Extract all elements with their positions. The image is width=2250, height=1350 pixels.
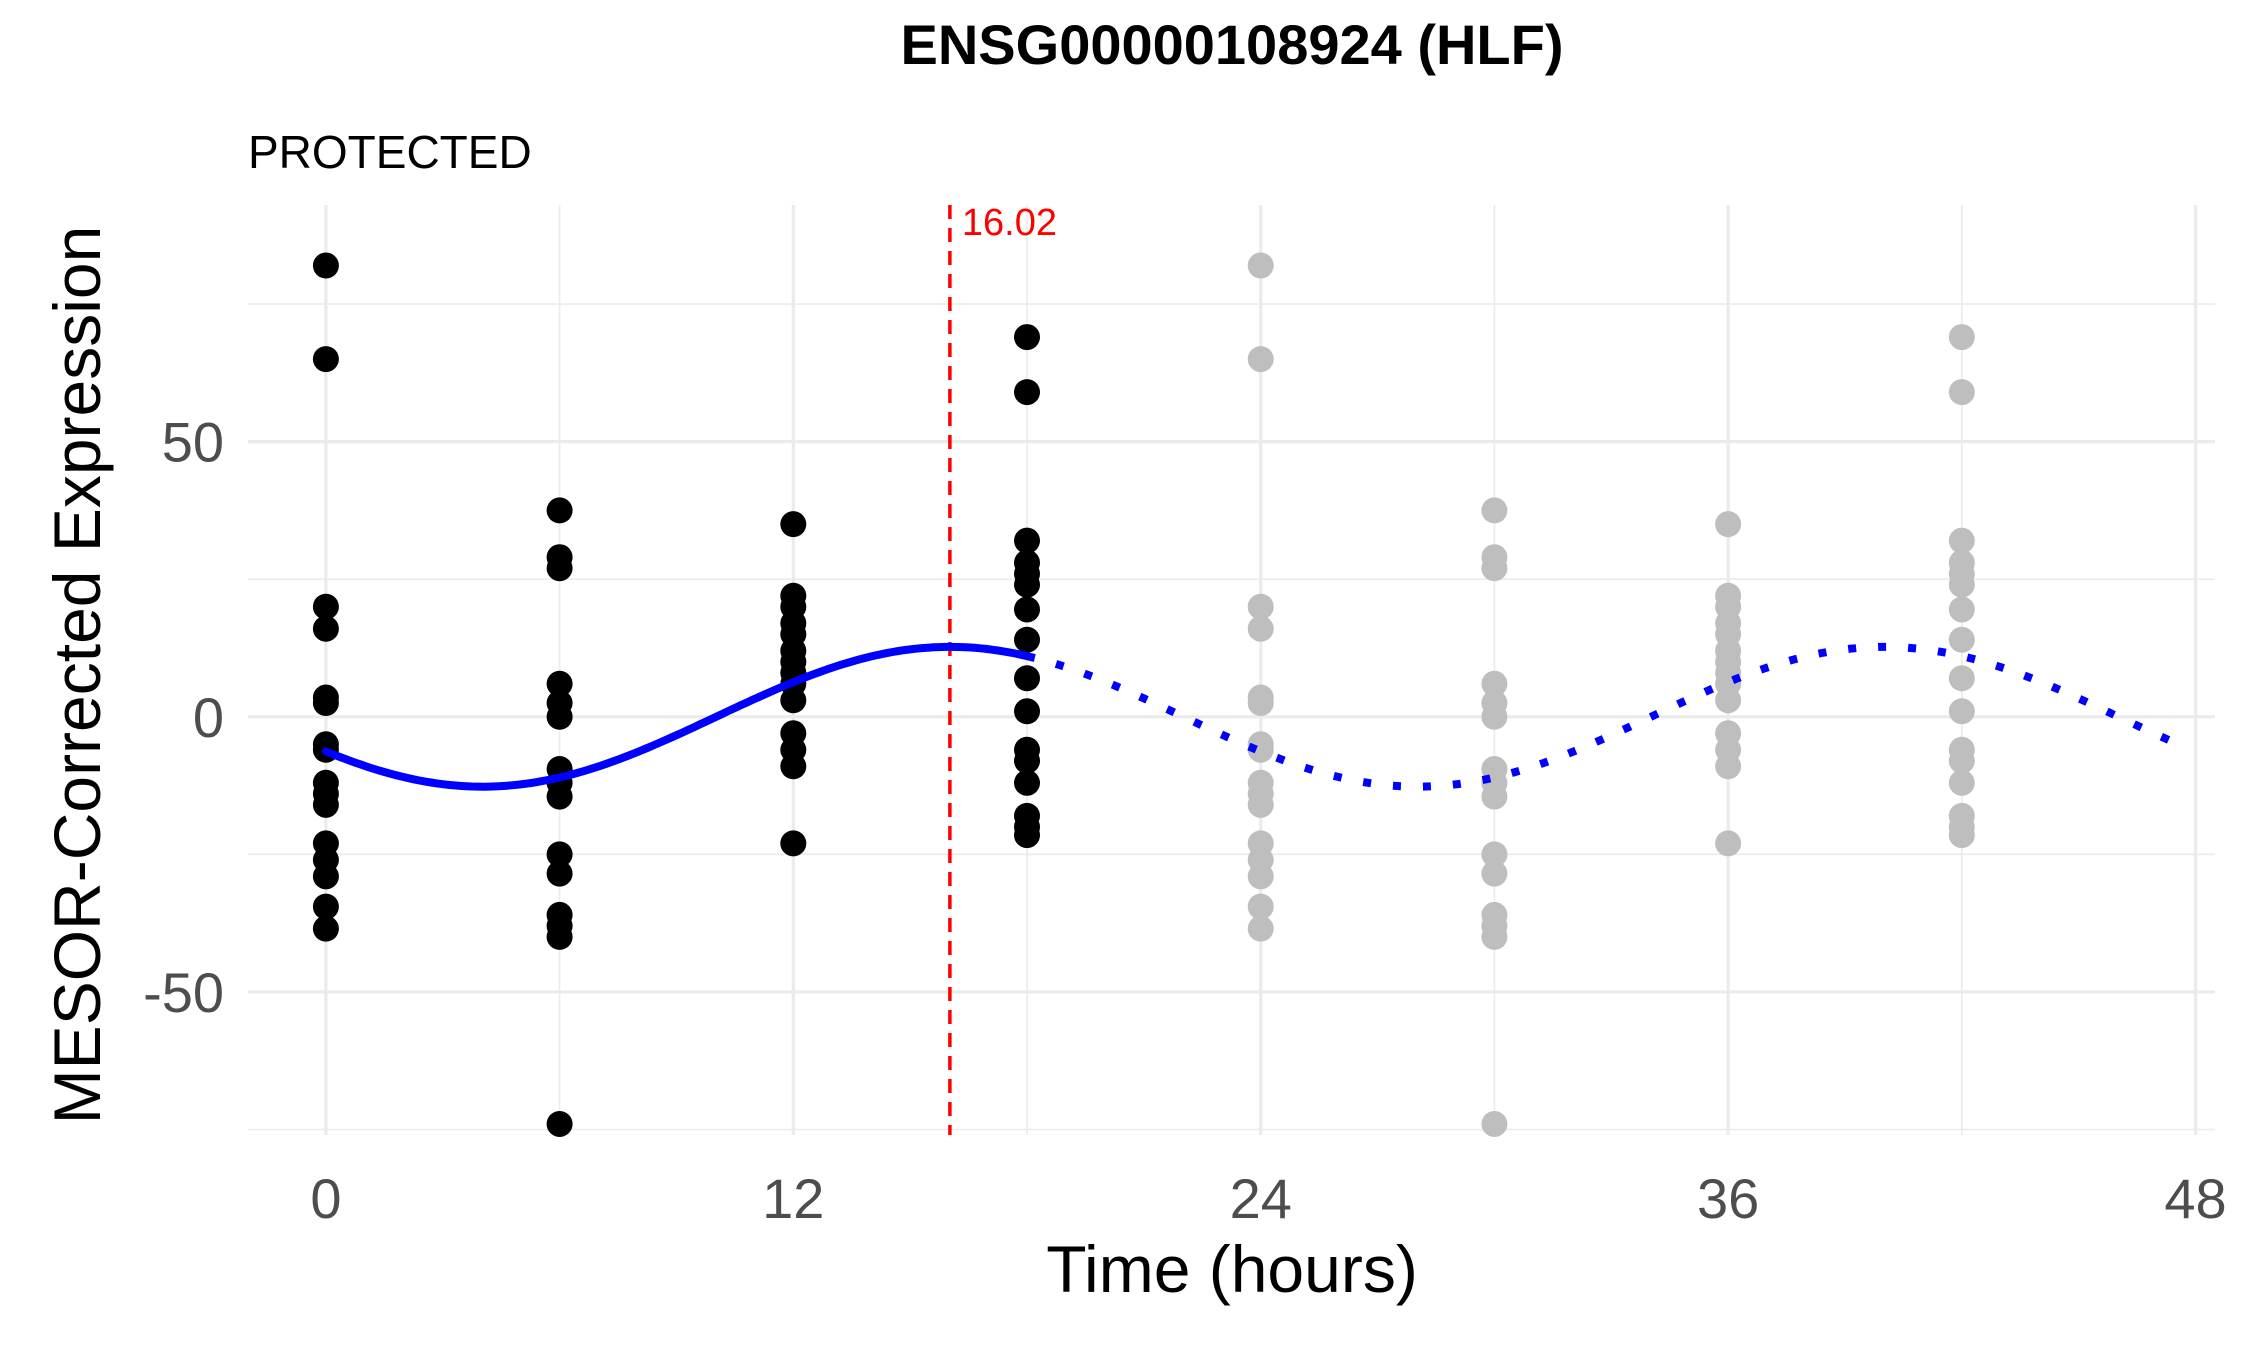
projected-point [1715, 830, 1742, 857]
projected-point [1948, 822, 1975, 849]
fit-line-observed [321, 642, 1031, 791]
observed-point [312, 252, 339, 279]
projected-point [1948, 324, 1975, 351]
projected-point [1481, 555, 1508, 582]
projected-point [1481, 497, 1508, 524]
projected-point [1481, 841, 1508, 868]
observed-point [546, 860, 573, 887]
observed-point [1014, 698, 1041, 725]
projected-point [1481, 1110, 1508, 1137]
y-tick-label: 0 [193, 686, 224, 749]
observed-point [546, 923, 573, 950]
projected-point [1948, 379, 1975, 406]
observed-point [1014, 769, 1041, 796]
projected-point [1948, 596, 1975, 623]
observed-point [780, 687, 807, 714]
observed-point [312, 893, 339, 920]
projected-point [1948, 527, 1975, 554]
observed-point [312, 615, 339, 642]
projected-point [1948, 769, 1975, 796]
observed-point [780, 753, 807, 780]
projected-point [1948, 571, 1975, 598]
x-tick-label: 24 [1230, 1167, 1292, 1230]
observed-point [546, 497, 573, 524]
peak-label: 16.02 [962, 202, 1057, 244]
points [312, 252, 1975, 1137]
projected-point [1247, 346, 1274, 373]
projected-point [1247, 615, 1274, 642]
x-tick-label: 36 [1697, 1167, 1759, 1230]
projected-point [1481, 670, 1508, 697]
projected-point [1715, 687, 1742, 714]
observed-point [312, 915, 339, 942]
axes: 0 12 24 36 48 -50 0 50 [143, 411, 2227, 1230]
observed-point [312, 690, 339, 717]
observed-point [1014, 596, 1041, 623]
observed-point [1014, 324, 1041, 351]
observed-point [1014, 626, 1041, 653]
projected-point [1247, 915, 1274, 942]
fit-line-projected [1026, 642, 2178, 791]
observed-point [1014, 747, 1041, 774]
fit-curve [321, 642, 2178, 791]
projected-point [1247, 593, 1274, 620]
projected-point [1247, 791, 1274, 818]
observed-point [780, 511, 807, 538]
observed-point [546, 1110, 573, 1137]
chart-subtitle: PROTECTED [248, 126, 532, 178]
peak-marker: 16.02 [948, 202, 1057, 1135]
projected-point [1481, 923, 1508, 950]
projected-point [1948, 747, 1975, 774]
projected-point [1948, 665, 1975, 692]
chart-title: ENSG00000108924 (HLF) [900, 13, 1563, 76]
y-axis-label: MESOR-Corrected Expression [40, 226, 114, 1125]
observed-point [546, 555, 573, 582]
observed-point [312, 593, 339, 620]
projected-point [1247, 893, 1274, 920]
observed-point [546, 783, 573, 810]
observed-point [312, 346, 339, 373]
projected-point [1948, 626, 1975, 653]
projected-point [1481, 703, 1508, 730]
observed-point [1014, 379, 1041, 406]
projected-point [1481, 860, 1508, 887]
observed-point [1014, 665, 1041, 692]
projected-point [1247, 863, 1274, 890]
observed-point [546, 841, 573, 868]
projected-point [1481, 783, 1508, 810]
observed-point [1014, 571, 1041, 598]
observed-point [312, 791, 339, 818]
projected-point [1247, 736, 1274, 763]
projected-point [1715, 753, 1742, 780]
observed-point [780, 830, 807, 857]
projected-point [1247, 252, 1274, 279]
projected-point [1247, 690, 1274, 717]
observed-point [1014, 822, 1041, 849]
observed-point [312, 863, 339, 890]
x-tick-label: 12 [762, 1167, 824, 1230]
observed-point [546, 703, 573, 730]
x-axis-label: Time (hours) [1046, 1232, 1418, 1306]
x-tick-label: 0 [310, 1167, 341, 1230]
observed-point [1014, 527, 1041, 554]
y-tick-label: 50 [162, 411, 224, 474]
x-tick-label: 48 [2164, 1167, 2226, 1230]
observed-point [546, 670, 573, 697]
y-tick-label: -50 [143, 961, 224, 1024]
projected-point [1715, 511, 1742, 538]
projected-point [1948, 698, 1975, 725]
